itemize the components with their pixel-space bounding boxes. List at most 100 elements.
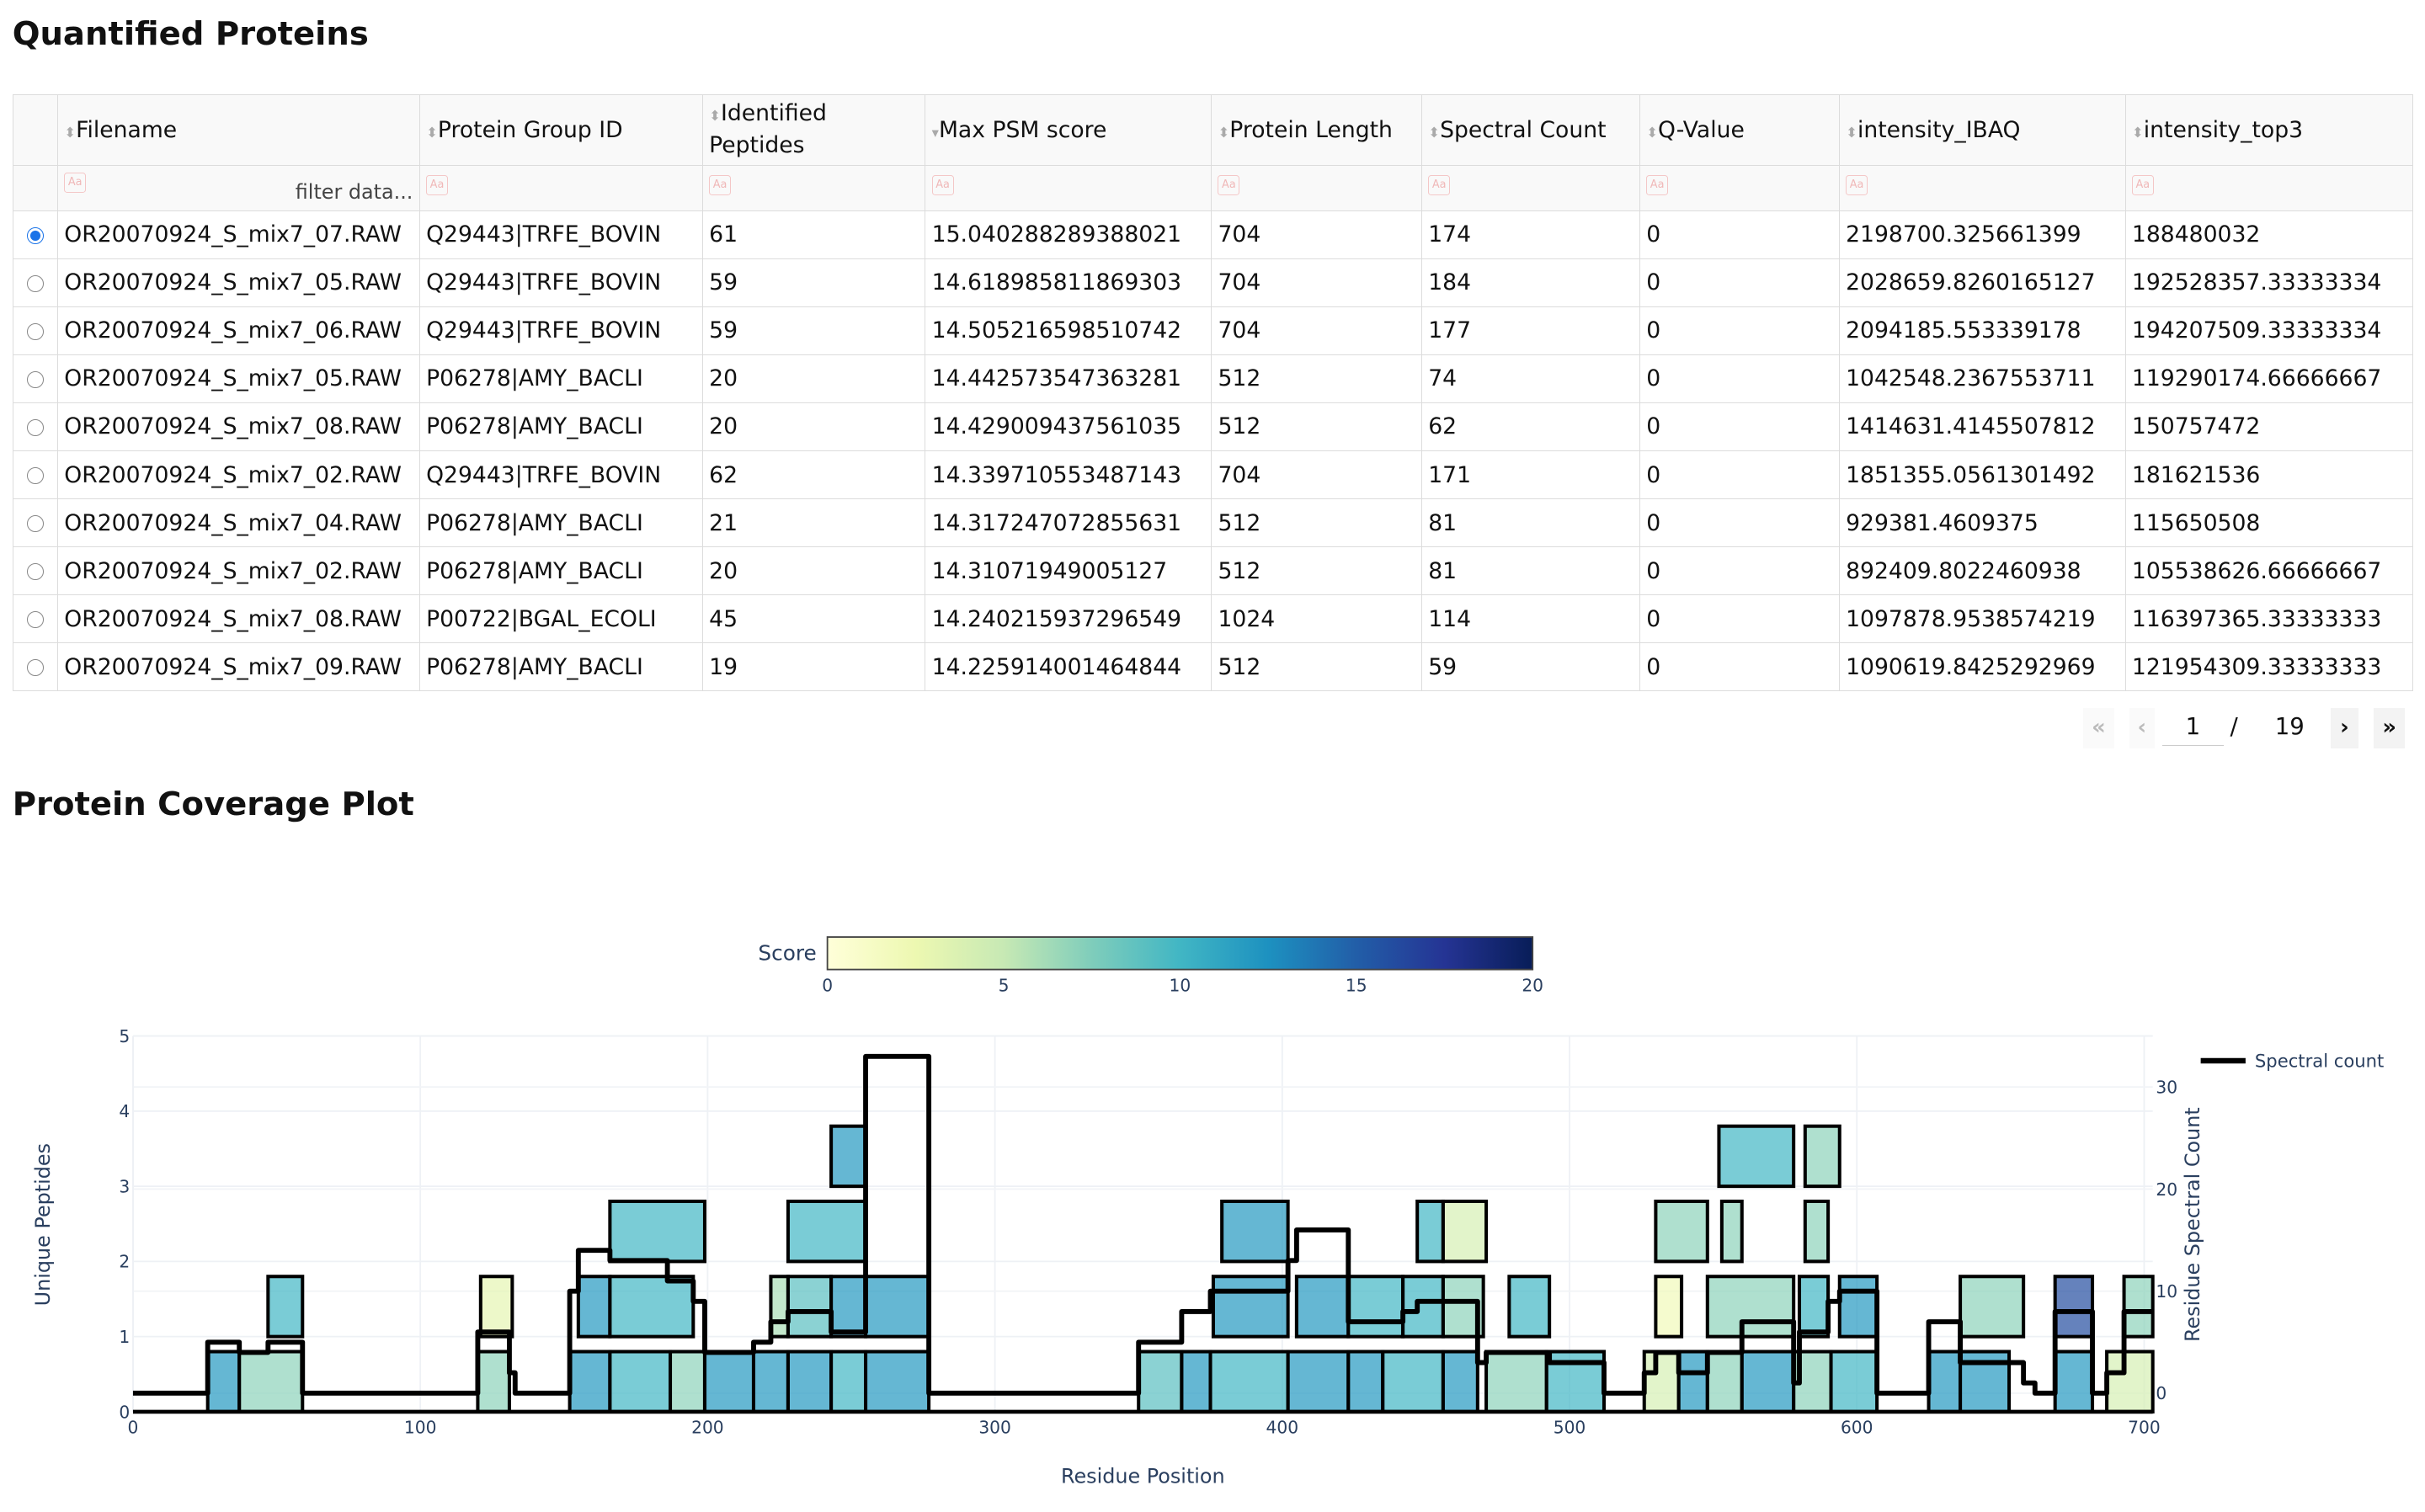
table-cell: 892409.8022460938 (1838, 546, 2126, 596)
peptide-box (478, 1275, 514, 1339)
row-select-radio[interactable] (26, 658, 44, 677)
table-row[interactable]: OR20070924_S_mix7_02.RAW P06278|AMY_BACLI… (12, 546, 2414, 596)
table-cell: 1097878.9538574219 (1838, 594, 2126, 644)
column-header[interactable]: ⬍intensity_top3 (2124, 94, 2414, 166)
peptide-box (576, 1275, 612, 1339)
sort-icon[interactable]: ⬍ (64, 124, 77, 141)
peptide-box (1654, 1275, 1684, 1339)
table-cell: OR20070924_S_mix7_09.RAW (56, 642, 420, 692)
row-select-radio[interactable] (26, 610, 44, 629)
case-sensitive-icon[interactable]: Aa (931, 174, 954, 195)
previous-page-button[interactable]: ‹ (2129, 708, 2155, 748)
peptide-box (1705, 1275, 1796, 1339)
case-sensitive-icon[interactable]: Aa (1428, 174, 1451, 195)
case-sensitive-icon[interactable]: Aa (64, 172, 87, 193)
column-header[interactable]: ⬍Q-Value (1639, 94, 1840, 166)
column-header[interactable]: ⬍Filename (56, 94, 420, 166)
row-select-radio[interactable] (26, 514, 44, 533)
column-header[interactable]: ⬍Protein Group ID (418, 94, 703, 166)
peptide-box (1137, 1350, 1184, 1414)
sort-icon[interactable]: ⬍ (1218, 124, 1230, 141)
table-cell: 1024 (1211, 594, 1422, 644)
column-filter-input[interactable]: Aa (418, 164, 703, 211)
sort-icon[interactable]: ⬍ (1428, 124, 1441, 141)
peptide-box (864, 1350, 931, 1414)
table-cell: P06278|AMY_BACLI (418, 354, 703, 403)
column-header[interactable]: ⬍Protein Length (1211, 94, 1422, 166)
table-cell: Q29443|TRFE_BOVIN (418, 450, 703, 500)
row-select-radio[interactable] (26, 466, 44, 485)
table-row[interactable]: OR20070924_S_mix7_09.RAW P06278|AMY_BACLI… (12, 642, 2414, 692)
table-cell: OR20070924_S_mix7_08.RAW (56, 402, 420, 452)
sort-icon[interactable]: ⬍ (1646, 124, 1659, 141)
table-cell: 2198700.325661399 (1838, 210, 2126, 259)
table-cell: 2094185.553339178 (1838, 306, 2126, 355)
column-filter-input[interactable]: Aa (925, 164, 1212, 211)
row-select-radio[interactable] (26, 226, 44, 245)
row-select-radio[interactable] (26, 370, 44, 389)
first-page-button[interactable]: « (2083, 708, 2114, 748)
case-sensitive-icon[interactable]: Aa (1646, 174, 1669, 195)
case-sensitive-icon[interactable]: Aa (1218, 174, 1240, 195)
peptide-box (1220, 1199, 1290, 1264)
peptide-box (1803, 1124, 1841, 1189)
table-row[interactable]: OR20070924_S_mix7_05.RAW Q29443|TRFE_BOVI… (12, 258, 2414, 307)
table-cell: 20 (701, 546, 926, 596)
table-cell: OR20070924_S_mix7_05.RAW (56, 354, 420, 403)
sort-icon[interactable]: ⬍ (709, 107, 722, 124)
y-tick-label: 0 (119, 1402, 130, 1422)
sort-icon[interactable]: ⬍ (426, 124, 438, 141)
table-cell: 14.317247072855631 (925, 498, 1212, 548)
page-input[interactable]: 1 (2161, 708, 2225, 747)
column-filter-input[interactable]: Aa (701, 164, 926, 211)
sort-icon[interactable]: ⬍ (1846, 124, 1857, 141)
column-header[interactable]: ⬍Identified Peptides (701, 94, 926, 166)
sort-icon[interactable]: ⬍ (2131, 124, 2144, 141)
table-cell: 116397365.33333333 (2124, 594, 2414, 644)
column-header-label: Q-Value (1658, 116, 1745, 143)
case-sensitive-icon[interactable]: Aa (426, 174, 448, 195)
table-cell: OR20070924_S_mix7_02.RAW (56, 450, 420, 500)
table-row[interactable]: OR20070924_S_mix7_08.RAW P06278|AMY_BACLI… (12, 402, 2414, 452)
page-separator: / (2230, 713, 2238, 741)
peptide-box (476, 1350, 511, 1414)
table-row[interactable]: OR20070924_S_mix7_07.RAW Q29443|TRFE_BOVI… (12, 210, 2414, 259)
peptide-box (769, 1275, 790, 1339)
last-page-button[interactable]: » (2374, 708, 2406, 748)
table-cell: 21 (701, 498, 926, 548)
x-tick-label: 600 (1841, 1418, 1873, 1438)
table-cell: OR20070924_S_mix7_08.RAW (56, 594, 420, 644)
case-sensitive-icon[interactable]: Aa (1846, 174, 1868, 195)
column-header[interactable]: ⬍intensity_IBAQ (1838, 94, 2126, 166)
table-cell: 2028659.8260165127 (1838, 258, 2126, 307)
peptide-box (1676, 1350, 1709, 1414)
peptide-box (1286, 1350, 1351, 1414)
case-sensitive-icon[interactable]: Aa (709, 174, 732, 195)
table-row[interactable]: OR20070924_S_mix7_04.RAW P06278|AMY_BACLI… (12, 498, 2414, 548)
peptide-box (2053, 1275, 2095, 1339)
column-filter-input[interactable]: Aa (1420, 164, 1640, 211)
column-header[interactable]: ⬍Spectral Count (1420, 94, 1640, 166)
table-cell: 1414631.4145507812 (1838, 402, 2126, 452)
table-row[interactable]: OR20070924_S_mix7_02.RAW Q29443|TRFE_BOVI… (12, 450, 2414, 500)
table-row[interactable]: OR20070924_S_mix7_05.RAW P06278|AMY_BACLI… (12, 354, 2414, 403)
next-page-button[interactable]: › (2330, 708, 2358, 748)
peptide-box (568, 1350, 612, 1414)
row-select-radio[interactable] (26, 562, 44, 581)
column-filter-input[interactable]: Aa (1838, 164, 2126, 211)
row-select-radio[interactable] (26, 274, 44, 293)
table-row[interactable]: OR20070924_S_mix7_08.RAW P00722|BGAL_ECOL… (12, 594, 2414, 644)
row-select-radio[interactable] (26, 418, 44, 437)
column-header[interactable]: ▾Max PSM score (925, 94, 1212, 166)
column-filter-input[interactable]: Aa (1639, 164, 1840, 211)
column-filter-input[interactable]: Aa filter data... (56, 164, 420, 211)
table-row[interactable]: OR20070924_S_mix7_06.RAW Q29443|TRFE_BOVI… (12, 306, 2414, 355)
peptide-box (786, 1275, 834, 1339)
row-select-radio[interactable] (26, 322, 44, 341)
sort-icon[interactable]: ▾ (931, 124, 939, 141)
x-tick-label: 100 (404, 1418, 437, 1438)
peptide-box (1507, 1275, 1552, 1339)
y-tick-label: 1 (119, 1327, 130, 1347)
case-sensitive-icon[interactable]: Aa (2131, 174, 2154, 195)
column-header-label: intensity_top3 (2143, 116, 2304, 143)
